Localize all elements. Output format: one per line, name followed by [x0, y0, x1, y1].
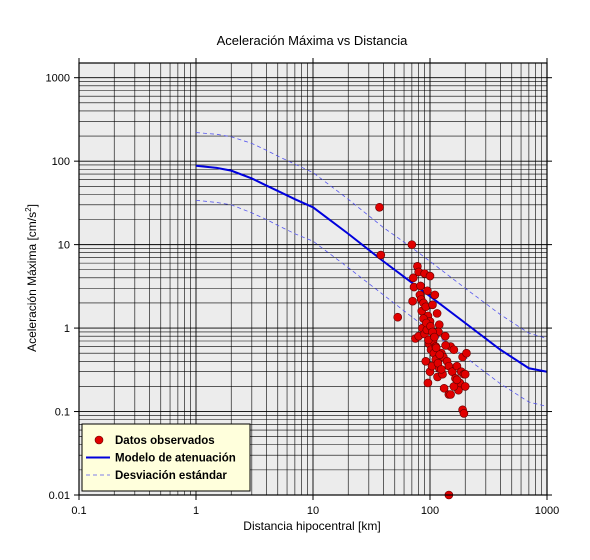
data-point	[462, 348, 471, 358]
data-point	[423, 378, 433, 388]
x-tick-label: 0.1	[71, 505, 86, 517]
data-point	[407, 240, 417, 249]
data-point	[421, 356, 431, 366]
data-point	[446, 390, 455, 399]
y-axis-label-main: Aceleración Máxima [cm/s	[25, 212, 39, 352]
data-point	[409, 273, 418, 283]
y-tick-label: 1000	[46, 73, 70, 85]
data-point	[428, 300, 437, 310]
y-tick-label: 0.01	[49, 490, 70, 502]
data-point	[430, 290, 440, 300]
data-point	[425, 271, 435, 281]
legend-label: Datos observados	[115, 435, 215, 447]
data-point	[434, 320, 444, 329]
x-tick-label: 1	[193, 505, 199, 517]
data-point	[439, 383, 449, 393]
y-tick-label: 100	[52, 156, 70, 168]
x-tick-label: 100	[421, 505, 439, 517]
data-point	[460, 382, 470, 391]
data-point	[460, 369, 470, 379]
legend-marker-point	[94, 435, 104, 445]
y-tick-label: 10	[58, 240, 70, 252]
data-point	[449, 345, 459, 355]
data-point	[375, 203, 384, 212]
x-tick-label: 10	[307, 505, 319, 517]
y-tick-label: 1	[64, 323, 70, 335]
data-point	[441, 341, 450, 350]
legend: Datos observados Modelo de atenuación Desv…	[81, 423, 251, 492]
y-axis-label: Aceleración Máxima [cm/s2]	[24, 204, 39, 352]
legend-label: Desviación estándar	[115, 470, 227, 482]
data-point	[416, 281, 425, 291]
y-axis-label-superscript: 2	[24, 207, 33, 212]
data-point	[393, 312, 403, 322]
data-point	[376, 250, 386, 260]
data-point	[423, 286, 432, 296]
legend-label: Modelo de atenuación	[115, 453, 236, 465]
data-point	[452, 375, 462, 385]
std-dev-line	[195, 132, 548, 339]
grid	[79, 63, 547, 495]
x-tick-label: 1000	[535, 505, 559, 517]
data-point	[430, 332, 439, 342]
std-dev-line	[195, 199, 548, 407]
y-tick-label: 0.1	[55, 407, 70, 419]
series-layer	[195, 132, 548, 500]
x-axis-label: Distancia hipocentral [km]	[243, 519, 380, 533]
data-point	[440, 331, 450, 341]
data-point	[435, 350, 444, 359]
data-point	[432, 309, 442, 318]
chart-title: Aceleración Máxima vs Distancia	[217, 33, 409, 48]
data-point	[408, 296, 417, 306]
model-line	[195, 164, 548, 373]
y-axis-label-close: ]	[25, 204, 39, 207]
data-point	[431, 343, 441, 353]
data-point	[459, 409, 469, 418]
data-point	[437, 365, 446, 374]
